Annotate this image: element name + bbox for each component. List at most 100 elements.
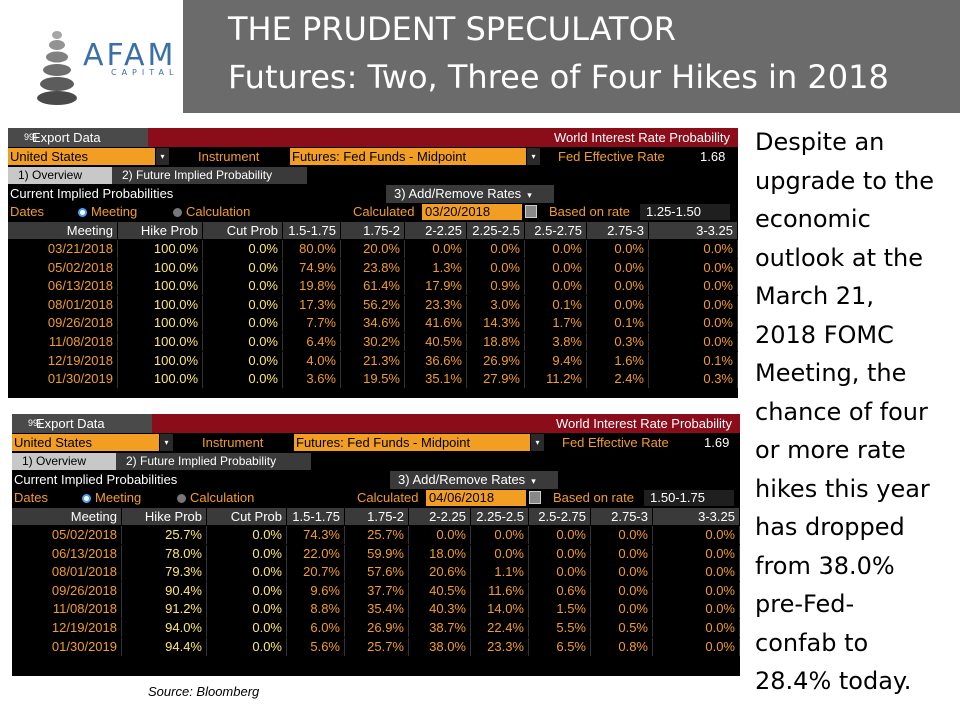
country-select[interactable]: United States [12,434,159,451]
table-row[interactable]: 05/02/2018 25.7% 0.0% 74.3% 25.7% 0.0% 0.0% 0.0… [12,526,740,544]
rate-probability-cell: 1.1% [471,563,529,582]
table-row[interactable]: 12/19/2018 94.0% 0.0% 6.0% 26.9% 38.7% 22.4% 5.… [12,619,740,637]
title-strip: 99) Export Data World Interest Rate Probab… [12,414,740,433]
rate-probability-cell: 0.0% [649,258,738,277]
tab-future-implied-probability[interactable]: 2) Future Implied Probability [116,453,311,470]
meeting-date-cell: 03/21/2018 [8,240,118,258]
rate-probability-cell: 0.0% [471,526,529,544]
column-header[interactable]: 1.5-1.75 [283,222,341,239]
country-dropdown-icon[interactable]: ▾ [160,434,173,451]
radio-calculation[interactable]: Calculation [177,489,254,507]
radio-on-icon[interactable] [78,208,87,217]
rate-probability-cell: 0.0% [525,240,587,258]
tab-row: 1) Overview 2) Future Implied Probability [8,167,738,184]
column-header[interactable]: 1.75-2 [341,222,405,239]
table-row[interactable]: 09/26/2018 100.0% 0.0% 7.7% 34.6% 41.6% 14.3% 1… [8,314,738,333]
wirp-panel-april: 99) Export Data World Interest Rate Probab… [12,414,740,676]
table-row[interactable]: 06/13/2018 100.0% 0.0% 19.8% 61.4% 17.9% 0.9% 0… [8,277,738,296]
tab-overview[interactable]: 1) Overview [8,167,118,184]
rate-probability-cell: 20.0% [341,240,405,258]
column-header[interactable]: Cut Prob [203,222,283,239]
table-row[interactable]: 01/30/2019 94.4% 0.0% 5.6% 25.7% 38.0% 23.3% 6.… [12,637,740,656]
calendar-icon[interactable] [525,205,537,218]
rate-probability-cell: 0.1% [525,295,587,314]
column-header[interactable]: 1.5-1.75 [287,508,345,525]
column-header[interactable]: 3-3.25 [653,508,740,525]
table-row[interactable]: 05/02/2018 100.0% 0.0% 74.9% 23.8% 1.3% 0.0% 0.… [8,258,738,277]
table-row[interactable]: 03/21/2018 100.0% 0.0% 80.0% 20.0% 0.0% 0.0% 0.… [8,240,738,258]
country-dropdown-icon[interactable]: ▾ [156,148,169,165]
commentary-line: chance of four [755,397,928,426]
country-select[interactable]: United States [8,148,155,165]
column-header[interactable]: 2-2.25 [405,222,467,239]
section-title: Current Implied Probabilities [10,186,174,201]
radio-meeting[interactable]: Meeting [82,489,141,507]
column-header[interactable]: 3-3.25 [649,222,738,239]
rate-probability-cell: 0.0% [587,258,649,277]
column-header[interactable]: 2.75-3 [591,508,653,525]
tab-overview[interactable]: 1) Overview [12,453,122,470]
rate-probability-cell: 0.0% [653,600,740,619]
commentary-line: from 38.0% [755,551,895,580]
add-remove-rates-button[interactable]: 3) Add/Remove Rates ▾ [386,185,554,203]
rate-probability-cell: 59.9% [345,544,409,563]
column-header[interactable]: 2.5-2.75 [529,508,591,525]
add-remove-rates-button[interactable]: 3) Add/Remove Rates ▾ [390,471,558,489]
rate-probability-cell: 0.0% [405,240,467,258]
radio-calculation[interactable]: Calculation [173,203,250,221]
commentary-line: 28.4% today. [755,667,912,695]
tab-future-implied-probability[interactable]: 2) Future Implied Probability [112,167,307,184]
radio-meeting-label: Meeting [91,204,138,219]
calculated-date-field[interactable]: 04/06/2018 [426,490,526,506]
radio-meeting[interactable]: Meeting [78,203,137,221]
export-data-button[interactable]: 99) Export Data [12,414,152,433]
column-header[interactable]: 2-2.25 [409,508,471,525]
column-header[interactable]: Meeting [12,508,122,525]
column-header[interactable]: 2.75-3 [587,222,649,239]
rate-probability-cell: 21.3% [341,351,405,370]
table-header: Meeting Hike Prob Cut Prob 1.5-1.75 1.75-2 2-… [8,222,738,239]
fed-rate-value: 1.69 [704,435,730,450]
calendar-icon[interactable] [529,491,541,504]
rate-probability-cell: 41.6% [405,314,467,333]
column-header[interactable]: Hike Prob [118,222,203,239]
based-on-rate-label: Based on rate [549,204,630,219]
rate-probability-cell: 11.2% [525,370,587,389]
column-header[interactable]: Cut Prob [207,508,287,525]
rate-probability-cell: 40.5% [405,333,467,351]
rate-probability-cell: 37.7% [345,581,409,600]
instrument-select[interactable]: Futures: Fed Funds - Midpoint [294,434,530,451]
meeting-date-cell: 08/01/2018 [12,563,122,582]
table-row[interactable]: 08/01/2018 100.0% 0.0% 17.3% 56.2% 23.3% 3.0% 0… [8,295,738,314]
hike-prob-cell: 100.0% [118,333,203,351]
cut-prob-cell: 0.0% [207,600,287,619]
table-row[interactable]: 09/26/2018 90.4% 0.0% 9.6% 37.7% 40.5% 11.6% 0.… [12,581,740,600]
radio-off-icon[interactable] [177,494,186,503]
export-data-button[interactable]: 99) Export Data [8,128,148,147]
column-header[interactable]: 2.5-2.75 [525,222,587,239]
column-header[interactable]: 1.75-2 [345,508,409,525]
rate-probability-cell: 17.3% [283,295,341,314]
table-row[interactable]: 06/13/2018 78.0% 0.0% 22.0% 59.9% 18.0% 0.0% 0.… [12,544,740,563]
rate-probability-cell: 6.5% [529,637,591,656]
column-header[interactable]: Hike Prob [122,508,207,525]
instrument-dropdown-icon[interactable]: ▾ [527,148,540,165]
source-caption: Source: Bloomberg [148,684,260,699]
instrument-select[interactable]: Futures: Fed Funds - Midpoint [290,148,526,165]
calculated-date-field[interactable]: 03/20/2018 [422,204,522,220]
column-header[interactable]: 2.25-2.5 [467,222,525,239]
column-header[interactable]: Meeting [8,222,118,239]
column-header[interactable]: 2.25-2.5 [471,508,529,525]
rate-probability-cell: 0.0% [653,563,740,582]
radio-off-icon[interactable] [173,208,182,217]
table-row[interactable]: 11/08/2018 91.2% 0.0% 8.8% 35.4% 40.3% 14.0% 1.… [12,600,740,619]
table-row[interactable]: 01/30/2019 100.0% 0.0% 3.6% 19.5% 35.1% 27.9% 1… [8,370,738,389]
table-row[interactable]: 08/01/2018 79.3% 0.0% 20.7% 57.6% 20.6% 1.1% 0.… [12,563,740,582]
rate-probability-cell: 0.0% [591,581,653,600]
table-row[interactable]: 12/19/2018 100.0% 0.0% 4.0% 21.3% 36.6% 26.9% 9… [8,351,738,370]
rate-probability-cell: 0.0% [587,277,649,296]
commentary-line: confab to [755,628,869,657]
instrument-dropdown-icon[interactable]: ▾ [531,434,544,451]
table-row[interactable]: 11/08/2018 100.0% 0.0% 6.4% 30.2% 40.5% 18.8% 3… [8,333,738,351]
radio-on-icon[interactable] [82,494,91,503]
